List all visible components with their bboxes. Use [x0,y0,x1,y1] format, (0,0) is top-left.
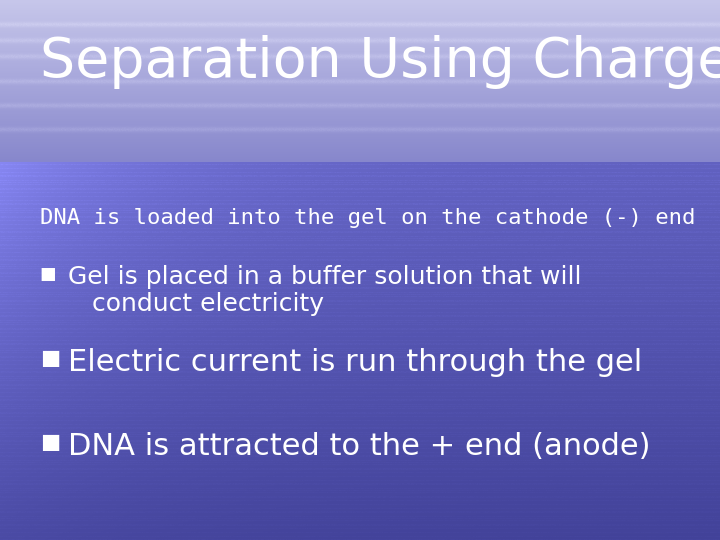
Text: Gel is placed in a buffer solution that will
   conduct electricity: Gel is placed in a buffer solution that … [68,265,582,316]
Text: ■: ■ [40,432,60,452]
Text: ■: ■ [40,348,60,368]
Text: Electric current is run through the gel: Electric current is run through the gel [68,348,643,377]
Text: Separation Using Charge: Separation Using Charge [40,35,720,89]
Text: DNA is loaded into the gel on the cathode (-) end: DNA is loaded into the gel on the cathod… [40,208,695,228]
Text: DNA is attracted to the + end (anode): DNA is attracted to the + end (anode) [68,432,651,461]
Text: ■: ■ [40,265,56,282]
